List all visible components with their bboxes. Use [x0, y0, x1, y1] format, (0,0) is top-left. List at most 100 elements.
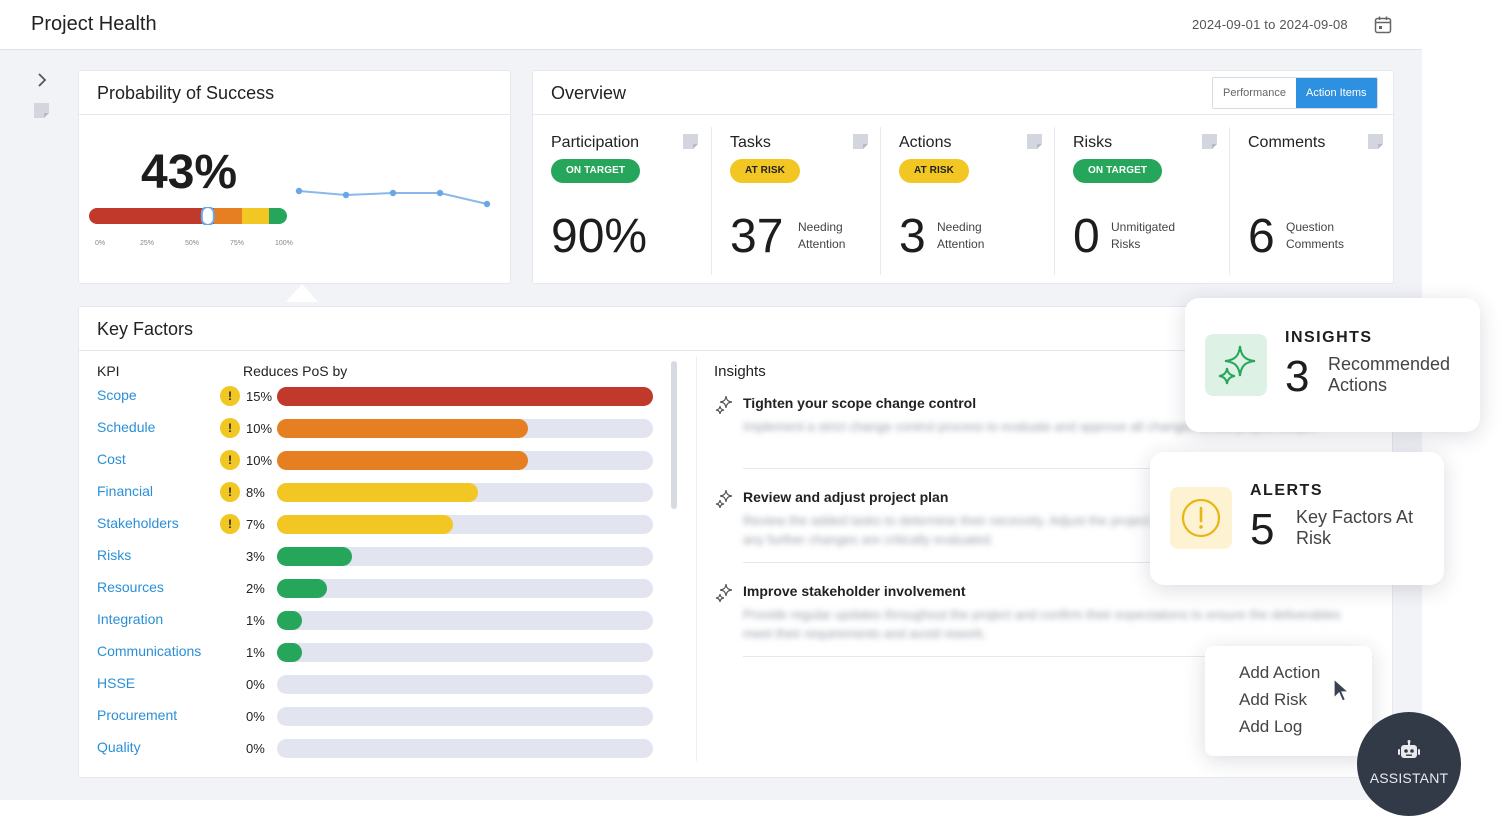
overview-card-header: Overview Performance Action Items — [533, 71, 1393, 115]
key-factor-name[interactable]: Stakeholders — [97, 515, 179, 531]
overview-value: 90% — [551, 210, 648, 263]
overview-column-comments[interactable]: Comments 6 Question Comments — [1229, 127, 1395, 275]
insight-divider — [743, 656, 1373, 657]
insight-item[interactable]: Tighten your scope change control Impleme… — [714, 395, 1374, 475]
sparkle-icon — [715, 583, 733, 603]
overview-label: Tasks — [730, 134, 771, 151]
key-factor-bar-track — [277, 547, 653, 566]
key-factor-row: Procurement 0% — [79, 704, 669, 728]
key-factor-row: Scope! 15% — [79, 384, 669, 408]
key-factor-name[interactable]: Risks — [97, 547, 132, 563]
menu-item-add-log[interactable]: Add Log — [1239, 717, 1303, 736]
key-factor-name[interactable]: Resources — [97, 579, 164, 595]
key-factor-bar-track — [277, 611, 653, 630]
key-factor-row: Stakeholders! 7% — [79, 512, 669, 536]
key-factor-name[interactable]: HSSE — [97, 675, 136, 691]
key-factors-scrollbar[interactable] — [671, 361, 677, 509]
key-factor-name[interactable]: Integration — [97, 611, 164, 627]
overview-subtext: Needing Attention — [798, 220, 846, 251]
warning-icon: ! — [220, 514, 240, 534]
menu-item-add-action[interactable]: Add Action — [1239, 663, 1321, 682]
key-factor-percent: 3% — [246, 549, 265, 564]
robot-icon — [1398, 740, 1420, 758]
toggle-performance[interactable]: Performance — [1213, 78, 1296, 108]
note-icon[interactable] — [1202, 134, 1217, 149]
insight-heading: Review and adjust project plan — [743, 489, 949, 505]
note-icon[interactable] — [1027, 134, 1042, 149]
warning-icon: ! — [220, 482, 240, 502]
trend-point — [389, 189, 397, 197]
key-factor-percent: 1% — [246, 645, 265, 660]
insight-divider — [743, 468, 1373, 469]
gauge-segment-green — [269, 208, 287, 224]
alert-icon — [1170, 487, 1232, 549]
insights-card-count: 3 — [1285, 352, 1310, 401]
key-factor-row: HSSE 0% — [79, 672, 669, 696]
chevron-right-icon[interactable] — [34, 72, 50, 88]
key-factors-title: Key Factors — [97, 319, 194, 339]
menu-item-add-risk[interactable]: Add Risk — [1239, 690, 1308, 709]
key-factor-name[interactable]: Financial — [97, 483, 154, 499]
key-factor-name[interactable]: Quality — [97, 739, 141, 755]
key-factor-percent: 7% — [246, 517, 265, 532]
key-factor-percent: 2% — [246, 581, 265, 596]
insights-summary-card[interactable]: INSIGHTS 3 Recommended Actions — [1185, 298, 1480, 432]
pos-trend-sparkline — [295, 187, 491, 208]
key-factor-name[interactable]: Cost — [97, 451, 126, 467]
note-icon[interactable] — [683, 134, 698, 149]
note-icon[interactable] — [33, 102, 50, 119]
overview-column-participation[interactable]: Participation ON TARGET 90% — [533, 127, 711, 275]
date-range[interactable]: 2024-09-01 to 2024-09-08 — [1192, 17, 1348, 32]
key-factor-bar — [277, 547, 353, 566]
key-factor-bar — [277, 483, 478, 502]
gauge-tick-label: 100% — [275, 240, 293, 247]
key-factor-name[interactable]: Communications — [97, 643, 202, 659]
insight-divider — [743, 562, 1373, 563]
key-factor-bar-track — [277, 483, 653, 502]
overview-column-actions[interactable]: Actions AT RISK 3 Needing Attention — [880, 127, 1054, 275]
key-factor-bar-track — [277, 579, 653, 598]
sparkle-icon — [715, 489, 733, 509]
note-icon[interactable] — [853, 134, 868, 149]
pos-gauge — [89, 207, 287, 225]
key-factor-row: Integration 1% — [79, 608, 669, 632]
key-factor-name[interactable]: Scope — [97, 387, 137, 403]
gauge-segment-yellow — [242, 208, 269, 224]
key-factor-bar-track — [277, 675, 653, 694]
pos-value: 43% — [141, 146, 238, 199]
overview-label: Actions — [899, 134, 952, 151]
key-factor-bar — [277, 451, 528, 470]
overview-column-risks[interactable]: Risks ON TARGET 0 Unmitigated Risks — [1054, 127, 1229, 275]
key-factor-name[interactable]: Procurement — [97, 707, 178, 723]
key-factor-name[interactable]: Schedule — [97, 419, 156, 435]
key-factor-bar — [277, 419, 528, 438]
key-factor-bar-track — [277, 643, 653, 662]
top-bar: Project Health 2024-09-01 to 2024-09-08 — [0, 0, 1422, 50]
alerts-summary-card[interactable]: ALERTS 5 Key Factors At Risk — [1150, 452, 1444, 585]
gauge-segment-red — [89, 208, 214, 224]
key-factor-row: Communications 1% — [79, 640, 669, 664]
page-title: Project Health — [31, 13, 157, 35]
warning-icon: ! — [220, 386, 240, 406]
assistant-button[interactable]: ASSISTANT — [1357, 712, 1461, 816]
note-icon[interactable] — [1368, 134, 1383, 149]
gauge-marker — [200, 207, 215, 225]
key-factor-bar — [277, 579, 328, 598]
gauge-segment-orange — [214, 208, 242, 224]
alerts-card-count: 5 — [1250, 505, 1275, 554]
insight-body: Implement a strict change control proces… — [743, 419, 1317, 434]
key-factor-bar-track — [277, 707, 653, 726]
reduces-column-header: Reduces PoS by — [243, 363, 348, 379]
overview-column-tasks[interactable]: Tasks AT RISK 37 Needing Attention — [711, 127, 880, 275]
trend-point — [295, 187, 303, 195]
alerts-card-text: Key Factors At Risk — [1296, 507, 1414, 548]
insight-item[interactable]: Improve stakeholder involvement Provide r… — [714, 583, 1374, 663]
app-background: Project Health 2024-09-01 to 2024-09-08 … — [0, 0, 1422, 800]
toggle-action-items[interactable]: Action Items — [1295, 78, 1377, 108]
calendar-icon[interactable] — [1373, 15, 1393, 35]
key-factors-header: Key Factors — [79, 307, 1392, 351]
status-badge: AT RISK — [899, 159, 969, 183]
key-factor-bar — [277, 387, 653, 406]
overview-card: Overview Performance Action Items Partic… — [532, 70, 1394, 284]
key-factor-bar — [277, 515, 453, 534]
